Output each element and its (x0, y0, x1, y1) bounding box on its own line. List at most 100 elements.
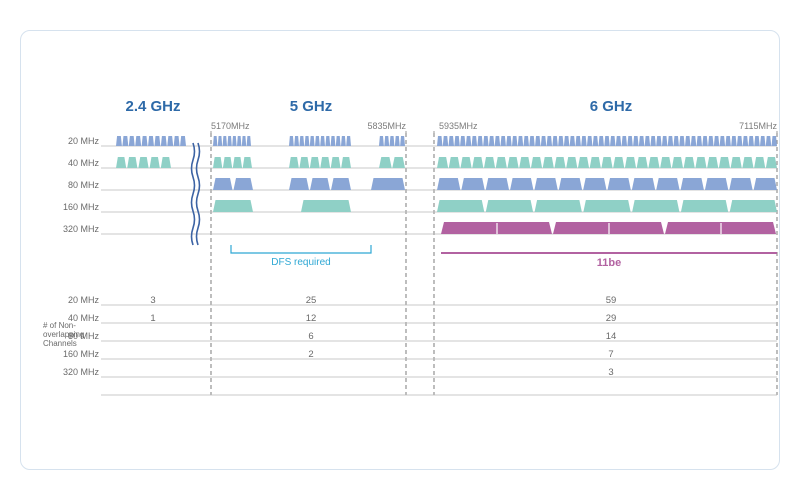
channel-block (242, 136, 246, 146)
bw-row-label: 320 MHz (63, 224, 100, 234)
channel-block (289, 157, 299, 168)
channel-block (294, 136, 299, 146)
band-header: 6 GHz (590, 98, 633, 115)
channel-block (632, 200, 679, 212)
channel-block (535, 136, 540, 146)
channel-block (731, 157, 742, 168)
channel-block (714, 136, 719, 146)
channel-block (535, 200, 582, 212)
channel-block (223, 136, 227, 146)
channel-block (310, 136, 315, 146)
channel-block (541, 136, 546, 146)
channel-block (449, 136, 454, 146)
channel-block (590, 157, 601, 168)
channel-block (320, 157, 330, 168)
channel-block (583, 178, 606, 190)
channel-block (737, 136, 742, 146)
channel-block (437, 200, 484, 212)
channel-block (315, 136, 320, 146)
channel-block (705, 178, 728, 190)
freq-marker-label: 7115MHz (739, 121, 777, 131)
dfs-label: DFS required (271, 257, 330, 268)
channel-block (613, 157, 624, 168)
channel-block (685, 136, 690, 146)
channel-block (519, 157, 530, 168)
table-row-label: 80 MHz (68, 331, 100, 341)
channel-block (679, 136, 684, 146)
table-row-label: 160 MHz (63, 349, 100, 359)
channel-block (223, 157, 232, 168)
channel-block (341, 157, 351, 168)
table-cell: 7 (608, 349, 613, 360)
channel-block (454, 136, 459, 146)
channel-block (697, 136, 702, 146)
channel-block (510, 178, 533, 190)
channel-block (437, 136, 442, 146)
channel-block (608, 178, 631, 190)
channel-block (650, 136, 655, 146)
channel-block (213, 178, 233, 190)
channel-block (154, 136, 160, 146)
table-row-label: 40 MHz (68, 313, 100, 323)
channel-block (161, 136, 167, 146)
channel-block (529, 136, 534, 146)
channel-block (341, 136, 346, 146)
channel-block (500, 136, 505, 146)
channel-block (564, 136, 569, 146)
channel-block (598, 136, 603, 146)
channel-block (218, 136, 222, 146)
channel-block (331, 178, 351, 190)
channel-block (702, 136, 707, 146)
channel-block (489, 136, 494, 146)
channel-block (443, 136, 448, 146)
channel-block (472, 157, 483, 168)
table-cell: 6 (308, 331, 313, 342)
channel-block (331, 136, 336, 146)
channel-block (213, 157, 222, 168)
table-cell: 14 (606, 331, 617, 342)
channel-block (766, 157, 777, 168)
channel-block (627, 136, 632, 146)
channel-block (167, 136, 173, 146)
channel-block (575, 136, 580, 146)
channel-block (320, 136, 325, 146)
channel-block (148, 136, 154, 146)
channel-block (477, 136, 482, 146)
channel-block (760, 136, 765, 146)
channel-block (748, 136, 753, 146)
channel-block (772, 136, 777, 146)
channel-block (486, 178, 509, 190)
channel-block (695, 157, 706, 168)
channel-block (610, 136, 615, 146)
table-cell: 29 (606, 313, 617, 324)
channel-block (234, 178, 254, 190)
channel-block (331, 157, 341, 168)
channel-block (656, 136, 661, 146)
channel-block (601, 157, 612, 168)
bw-row-label: 80 MHz (68, 180, 100, 190)
channel-block (754, 178, 777, 190)
channel-block (742, 157, 753, 168)
channel-block (299, 136, 304, 146)
channel-block (684, 157, 695, 168)
channel-block (566, 157, 577, 168)
channel-block (400, 136, 405, 146)
channel-block (506, 136, 511, 146)
channel-block (289, 136, 294, 146)
channel-block (237, 136, 241, 146)
channel-block (299, 157, 309, 168)
channel-block (392, 157, 405, 168)
table-cell: 12 (306, 313, 317, 324)
freq-marker-label: 5935MHz (439, 121, 478, 131)
channel-block (395, 136, 400, 146)
channel-block (648, 157, 659, 168)
dfs-bracket (231, 245, 371, 253)
channel-block (483, 136, 488, 146)
channel-block (129, 136, 135, 146)
channel-block (116, 136, 122, 146)
channel-block (460, 136, 465, 146)
channel-block (472, 136, 477, 146)
channel-block (496, 157, 507, 168)
channel-block (135, 136, 141, 146)
channel-block (543, 157, 554, 168)
